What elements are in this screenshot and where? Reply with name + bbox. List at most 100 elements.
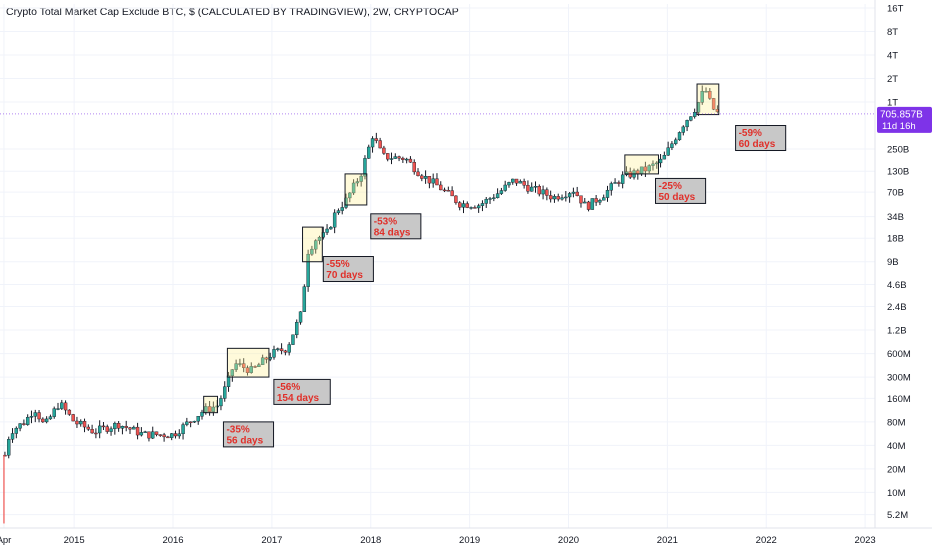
candle [211, 401, 216, 416]
candle [586, 200, 591, 212]
candle-body [548, 195, 553, 200]
candle [25, 414, 30, 426]
candle [188, 421, 193, 428]
candle-body [522, 181, 526, 186]
candle [48, 414, 53, 420]
candle [166, 435, 170, 439]
candle-body [33, 412, 37, 417]
drawdown-annotation[interactable]: -55%70 days [322, 256, 374, 283]
candle [260, 354, 265, 365]
candle-body [590, 198, 595, 210]
candle-body [446, 190, 451, 192]
drawdown-annotation[interactable]: -56%154 days [273, 378, 331, 405]
candle [56, 402, 60, 411]
candle [393, 153, 397, 159]
annotation-days: 84 days [374, 227, 411, 238]
y-tick-label: 1.2B [887, 326, 907, 337]
candle [708, 88, 712, 100]
drawdown-box [624, 154, 659, 175]
drawdown-annotation[interactable]: -59%60 days [735, 125, 787, 152]
candle-body [401, 157, 405, 160]
candle [420, 173, 424, 182]
candle-body [367, 146, 371, 159]
annotation-percent: -55% [326, 259, 349, 270]
candle-body [704, 91, 708, 93]
x-tick-label: 2022 [756, 535, 777, 546]
candle [374, 132, 379, 144]
y-tick-label: 10M [887, 488, 906, 499]
y-tick-label: 5.2M [887, 510, 908, 521]
candle [397, 155, 401, 162]
time-axis[interactable]: Apr 2015 2016 2017 2018 2019 2020 2021 2022 2023 [0, 535, 876, 546]
y-tick-label: 600M [887, 349, 911, 360]
candle-body [533, 186, 538, 188]
candle-body [397, 156, 401, 159]
candle [416, 168, 420, 177]
candle [484, 196, 488, 208]
candle [598, 198, 602, 206]
drawdown-annotation[interactable]: -35%56 days [222, 421, 275, 448]
candle-body [291, 334, 295, 345]
y-tick-label: 4.6B [887, 280, 907, 291]
candle-body [484, 198, 488, 204]
candle-body [181, 424, 185, 435]
candle [454, 195, 458, 205]
candle [67, 409, 72, 416]
candle [602, 194, 606, 201]
candle [674, 137, 678, 146]
candle [313, 239, 318, 254]
candle [389, 152, 394, 165]
candle-body [579, 195, 583, 204]
candle [423, 170, 428, 184]
drawdown-annotation[interactable]: -25%50 days [655, 177, 707, 204]
candle [295, 319, 299, 339]
candle-body [97, 425, 102, 434]
candle-body [226, 375, 231, 387]
candle-body [427, 176, 432, 184]
candle [488, 196, 492, 204]
annotation-box [273, 378, 331, 405]
candle [461, 200, 466, 214]
candle-body [602, 197, 606, 201]
candle-body [658, 158, 663, 164]
candle-body [492, 197, 496, 200]
candle [575, 186, 579, 197]
candle [257, 362, 261, 368]
candle [685, 119, 689, 132]
candle-body [14, 427, 19, 434]
candle-body [708, 91, 712, 99]
candle-body [685, 120, 689, 128]
candle-body [63, 402, 68, 411]
candle-body [370, 138, 375, 148]
candle-body [79, 421, 83, 425]
candle-body [204, 406, 208, 413]
candle [79, 419, 83, 427]
candle-body [230, 369, 235, 377]
annotation-days: 154 days [277, 393, 320, 404]
price-axis[interactable]: 16T 8T 4T 2T 1T 250B 130B 70B 34B 18B 9B 4.6B 2.4B 1.… [887, 3, 911, 521]
candle-body [279, 348, 284, 352]
candle-body [260, 357, 265, 365]
candle-body [94, 432, 98, 435]
candles [3, 85, 720, 524]
candle-body [628, 171, 632, 178]
candle-body [128, 427, 132, 430]
candle-body [105, 426, 109, 432]
candle [458, 201, 462, 211]
candle-body [378, 140, 382, 149]
candle [401, 156, 405, 163]
candle [128, 426, 132, 435]
candle [116, 421, 121, 432]
candle-body [310, 248, 314, 255]
y-tick-label: 9B [887, 257, 899, 268]
candle-body [461, 203, 466, 208]
drawdown-annotation[interactable]: -53%84 days [370, 213, 422, 240]
candle [681, 125, 685, 136]
candle [14, 426, 19, 439]
y-tick-label: 8T [887, 27, 898, 38]
candle-body [594, 198, 598, 203]
drawdown-box [226, 347, 270, 378]
candle [223, 381, 227, 402]
candle [537, 184, 541, 197]
